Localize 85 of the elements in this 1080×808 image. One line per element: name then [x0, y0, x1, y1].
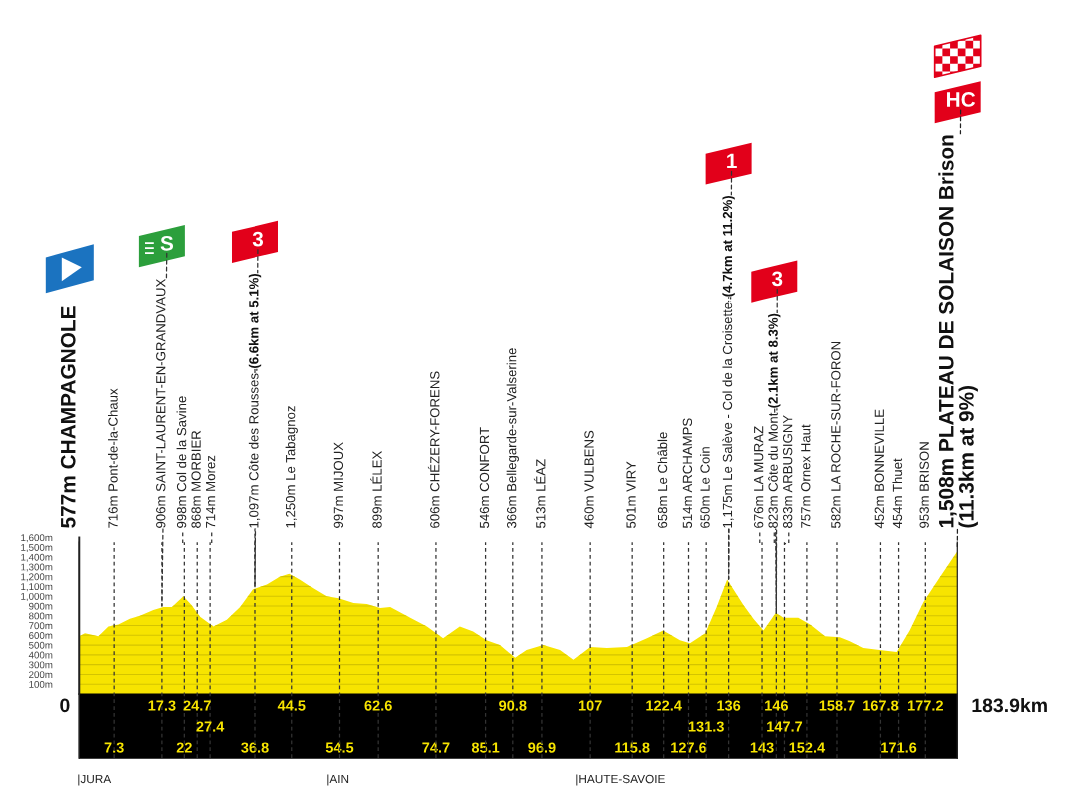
x-tick-label: 54.5 — [325, 742, 354, 753]
ref-line-label: 998m Col de la Savine — [176, 396, 187, 528]
ref-line-label: 501m VIRY — [626, 461, 636, 528]
y-tick-label: 600m — [29, 632, 53, 639]
text: |AIN — [327, 774, 349, 786]
ref-line-label: 953m BRISON — [919, 442, 929, 528]
y-tick-label: 1,400m — [21, 553, 53, 562]
annotation: 136 — [717, 700, 741, 711]
text: |HAUTE-SAVOIE — [576, 774, 665, 786]
annotation: 167.8 — [863, 700, 899, 711]
annotation: 3 — [771, 271, 783, 287]
ref-line-label: 366m Bellegarde-sur-Valserine — [506, 348, 519, 528]
y-tick-label: 1,000m — [21, 592, 53, 601]
annotation: S — [160, 235, 174, 251]
annotation: 17.3 — [148, 700, 176, 711]
y-tick-label: 800m — [29, 612, 53, 620]
y-tick-label: 500m — [28, 641, 53, 649]
y-tick-label: 300m — [28, 661, 53, 669]
x-tick-label: 22 — [176, 742, 192, 753]
ref-line-label: 546m CONFORT — [479, 427, 490, 528]
annotation: 44.5 — [277, 700, 306, 711]
x-tick-label: 152.4 — [789, 742, 826, 753]
x-tick-label: 85.1 — [471, 742, 500, 753]
y-tick-label: 200m — [29, 671, 53, 679]
ref-line-label: 716m Pont-de-la-Chaux — [108, 388, 118, 528]
x-tick-label: 36.8 — [241, 742, 269, 753]
annotation: 122.4 — [646, 700, 682, 711]
annotation: (6.6km at 5.1%) — [248, 273, 262, 368]
ref-line-label: 899m LÉLEX — [370, 451, 382, 528]
annotation: (2.1km at 8.3%) — [768, 313, 781, 408]
x-tick-label: 171.6 — [881, 742, 917, 753]
ref-line-label: 1,250m Le Tabagnoz — [285, 406, 298, 528]
annotation: 131.3 — [688, 721, 724, 732]
x-tick-label: 143 — [750, 742, 774, 753]
ref-line-label: 997m MIJOUX — [333, 442, 344, 528]
annotation: 107 — [578, 700, 602, 711]
ref-line-label: 868m MORBIER — [191, 430, 201, 528]
annotation: 62.6 — [364, 700, 392, 711]
ref-line-label: 582m LA ROCHE-SUR-FORON — [831, 341, 841, 528]
y-tick-label: 1,500m — [21, 544, 53, 553]
annotation: 1 — [727, 153, 737, 169]
y-tick-label: 1,100m — [21, 583, 53, 592]
y-tick-label: 1,600m — [21, 534, 53, 543]
y-tick-label: 900m — [29, 602, 53, 610]
ref-line-label: 714m Morez — [206, 455, 216, 528]
y-tick-label: 1,200m — [21, 573, 53, 582]
ref-line-label: 833m ARBUSIGNY — [782, 415, 793, 528]
ref-line-label: 676m LA MURAZ — [753, 426, 764, 528]
y-tick-label: 700m — [29, 622, 53, 630]
annotation: 0 — [60, 698, 70, 713]
ref-line-label: 513m LÉAZ — [533, 459, 546, 528]
ref-line-label: 906m SAINT-LAURENT-EN-GRANDVAUX — [156, 279, 166, 528]
x-tick-label: 96.9 — [528, 742, 556, 753]
x-tick-label: 74.7 — [422, 742, 450, 753]
y-tick-label: 400m — [28, 651, 53, 659]
annotation: 27.4 — [196, 721, 225, 732]
ref-line-label: 1,508m PLATEAU DE SOLAISON Brison (11.3km at 9%) — [938, 135, 978, 528]
ref-line-label: 606m CHÉZERY-FORENS — [427, 371, 440, 528]
ref-line-label: 823m Côte du Mont — [768, 412, 778, 528]
ref-line-label: 1,175m Le Salève - Col de la Croisette — [722, 302, 734, 528]
x-tick-label: 115.8 — [615, 742, 650, 753]
ref-line-label: 658m Le Châble — [657, 432, 668, 528]
x-tick-label: 7.3 — [104, 742, 124, 753]
text: |JURA — [78, 774, 112, 786]
annotation: 158.7 — [819, 700, 855, 711]
annotation: 24.7 — [183, 700, 211, 711]
ref-line-label: 454m Thuet — [892, 458, 903, 529]
y-tick-label: 1,300m — [21, 563, 53, 572]
annotation: 183.9km — [972, 697, 1047, 713]
ref-line-label: 460m VULBENS — [584, 430, 594, 529]
x-tick-label: 127.6 — [671, 742, 707, 753]
annotation: 147.7 — [767, 721, 803, 732]
ref-line-label: 757m Ornex Haut — [801, 424, 811, 528]
y-tick-label: 100m — [29, 680, 53, 688]
ref-line-label: 1,097m Côte des Rousses — [248, 373, 261, 528]
ref-line-label: 650m Le Coin — [700, 447, 710, 528]
ref-line-label: 514m ARCHAMPS — [682, 418, 693, 528]
ref-line-label: 577m CHAMPAGNOLE — [60, 306, 76, 528]
annotation: HC — [947, 92, 976, 107]
annotation: 146 — [765, 700, 788, 711]
annotation: 3 — [252, 231, 264, 247]
ref-line-label: 452m BONNEVILLE — [874, 409, 884, 529]
annotation: 177.2 — [907, 700, 943, 711]
annotation: (4.7km at 11.2%) — [722, 195, 735, 297]
annotation: 90.8 — [499, 700, 527, 711]
